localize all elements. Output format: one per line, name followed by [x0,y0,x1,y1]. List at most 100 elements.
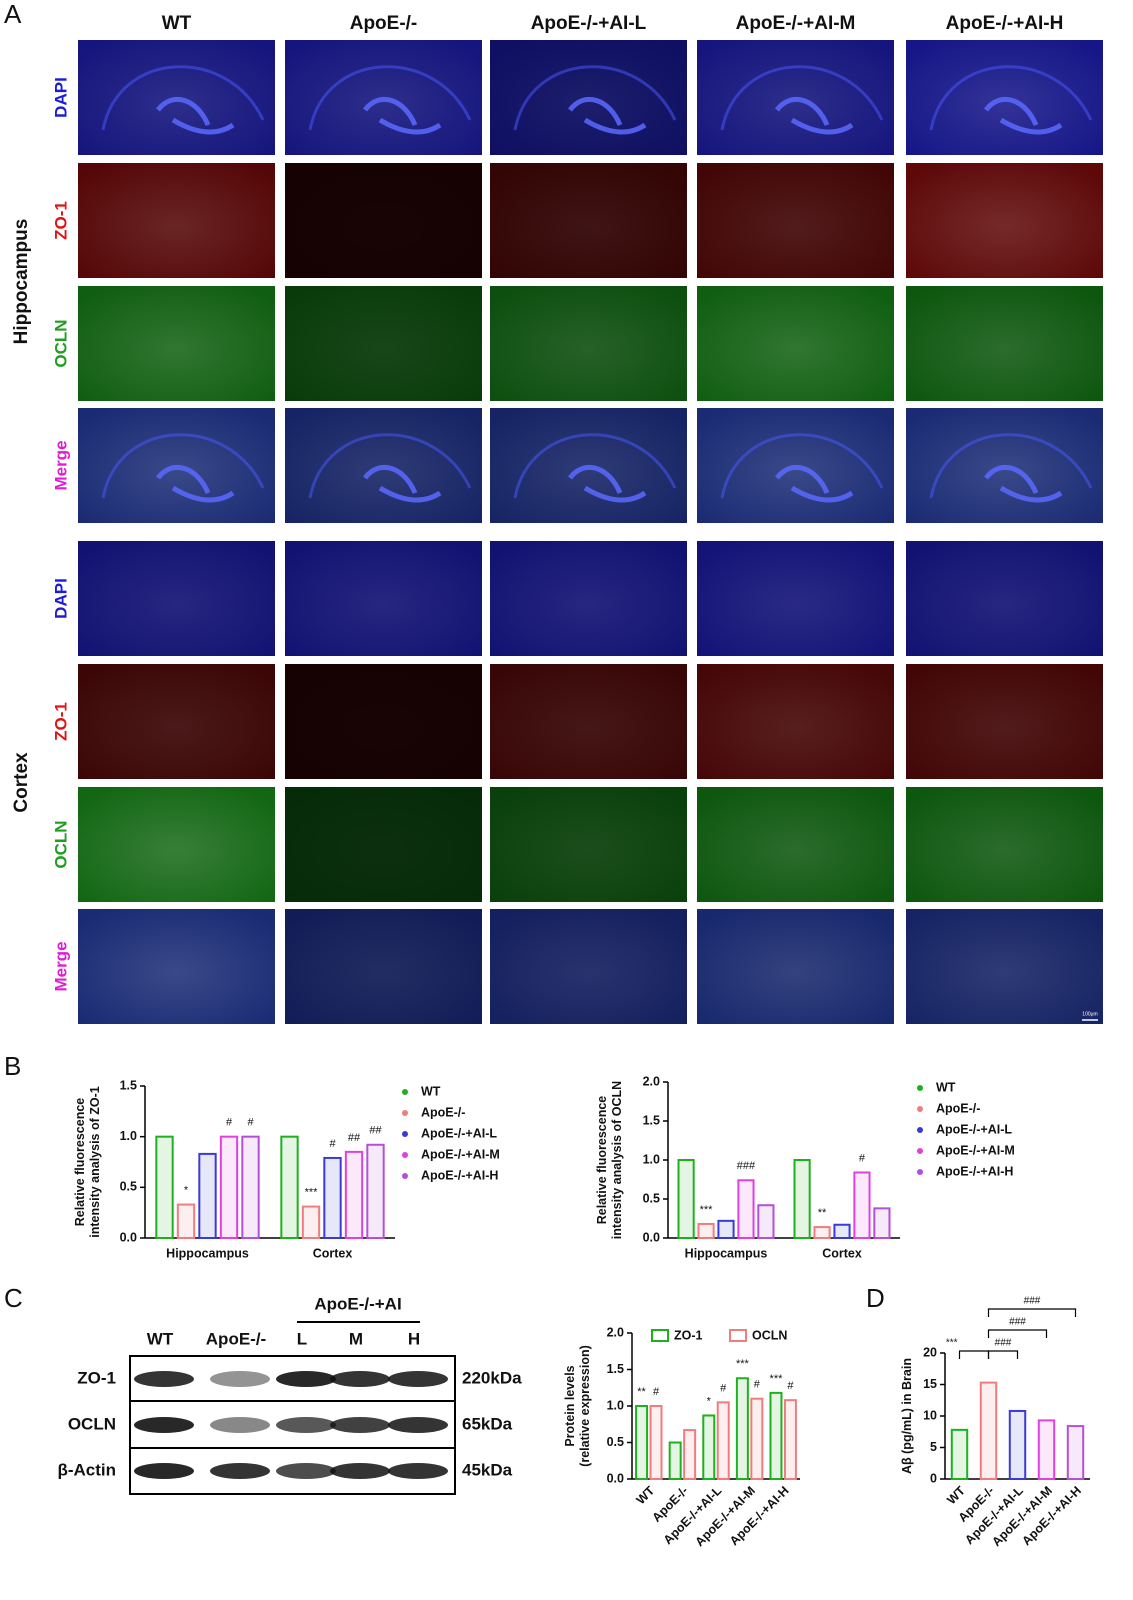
blot-group-label: ApoE-/-+AI [314,1294,401,1313]
legend-marker [917,1106,923,1112]
bar [717,1219,735,1239]
hippocampus-outline [308,65,472,131]
micrograph-texture [285,286,482,401]
x-tick-label: WT [944,1483,968,1507]
micrograph-texture [697,163,894,278]
micrograph-texture [697,541,894,656]
stain-label: OCLN [51,319,70,367]
significance-label: # [653,1386,660,1398]
micrograph-texture [285,664,482,779]
legend-label: ApoE-/-+AI-H [936,1164,1013,1178]
micrograph-texture [78,286,275,401]
bar [683,1429,697,1480]
significance-label: * [707,1395,712,1407]
column-label: ApoE-/-+AI-M [736,13,856,34]
blot-band [276,1417,336,1433]
bar [873,1207,891,1239]
hippocampus-outline [929,65,1093,131]
bar [716,1401,730,1480]
blot-band [210,1371,270,1387]
micrograph-texture [78,664,275,779]
bar [735,1377,749,1481]
y-axis-label: Protein levels(relative expression) [563,1345,592,1467]
y-tick-label: 0.0 [120,1230,137,1244]
y-axis-label-line: Protein levels [563,1365,577,1446]
y-tick-label: 15 [923,1377,937,1391]
blot-row-label: ZO-1 [77,1368,116,1387]
bar [950,1428,969,1480]
column-label: ApoE-/- [350,13,418,34]
stain-label: Merge [51,440,70,490]
y-tick-label: 0.5 [120,1180,137,1194]
micrograph-texture [697,286,894,401]
dentate-gyrus [363,464,442,503]
micrograph-texture [285,163,482,278]
panel-label: B [4,1051,21,1081]
y-axis-label-line: intensity analysis of OCLN [610,1081,624,1239]
hippocampus-outline [101,65,265,131]
comparison-bracket [987,1308,1077,1317]
micrograph-texture [906,787,1103,902]
legend-marker [402,1131,408,1137]
blot-row-label: OCLN [68,1414,116,1433]
x-tick-label: Hippocampus [166,1246,249,1260]
bar [635,1405,649,1480]
micrograph-texture [697,909,894,1024]
micrograph-texture [78,163,275,278]
stain-label: OCLN [51,820,70,868]
y-tick-label: 2.0 [643,1074,660,1088]
y-tick-label: 0.0 [607,1471,624,1485]
comparison-label: ### [1009,1317,1026,1328]
y-tick-label: 0 [930,1471,937,1485]
micrograph-texture [906,163,1103,278]
significance-label: # [720,1382,727,1394]
legend-label: ApoE-/- [936,1101,980,1115]
panel-label: D [866,1283,885,1313]
bar [1037,1419,1056,1481]
blot-band [330,1463,390,1479]
micrograph-texture [490,787,687,902]
dentate-gyrus [568,96,647,135]
bar [702,1414,716,1480]
comparison-label: ### [995,1338,1012,1349]
lane-label: ApoE-/- [206,1329,266,1348]
significance-label: ## [348,1132,361,1144]
panel-label: C [4,1283,23,1313]
blot-band [388,1463,448,1479]
significance-label: # [754,1379,761,1391]
blot-size-label: 45kDa [462,1460,513,1479]
dentate-gyrus [775,96,854,135]
region-label: Cortex [11,752,32,813]
legend-marker [729,1329,747,1342]
legend-marker [917,1169,923,1175]
legend-label: ApoE-/-+AI-H [421,1168,498,1182]
legend-label: ApoE-/-+AI-M [421,1147,500,1161]
significance-label: # [859,1152,866,1164]
dentate-gyrus [156,464,235,503]
hippocampus-outline [720,433,884,499]
stain-label: ZO-1 [51,201,70,240]
bar [793,1159,811,1239]
blot-band [388,1371,448,1387]
stain-label: DAPI [51,578,70,619]
y-tick-label: 0.0 [643,1230,660,1244]
significance-label: *** [700,1204,714,1216]
blot-row-label: β-Actin [57,1460,116,1479]
micrograph [285,664,482,779]
micrograph-texture [906,286,1103,401]
significance-label: ## [369,1125,382,1137]
micrograph-texture [78,541,275,656]
micrograph-texture [78,787,275,902]
y-axis-label-line: Aβ (pg/mL) in Brain [900,1358,914,1474]
legend-marker [402,1110,408,1116]
y-tick-label: 1.5 [643,1113,660,1127]
blot-band [330,1371,390,1387]
column-label: ApoE-/-+AI-H [946,13,1064,34]
legend-marker [917,1085,923,1091]
blot-band [134,1463,194,1479]
lane-label: H [408,1329,420,1348]
legend-label: ZO-1 [674,1328,703,1342]
significance-label: # [247,1117,254,1129]
comparison-label: *** [946,1338,958,1349]
bar [1008,1409,1027,1480]
